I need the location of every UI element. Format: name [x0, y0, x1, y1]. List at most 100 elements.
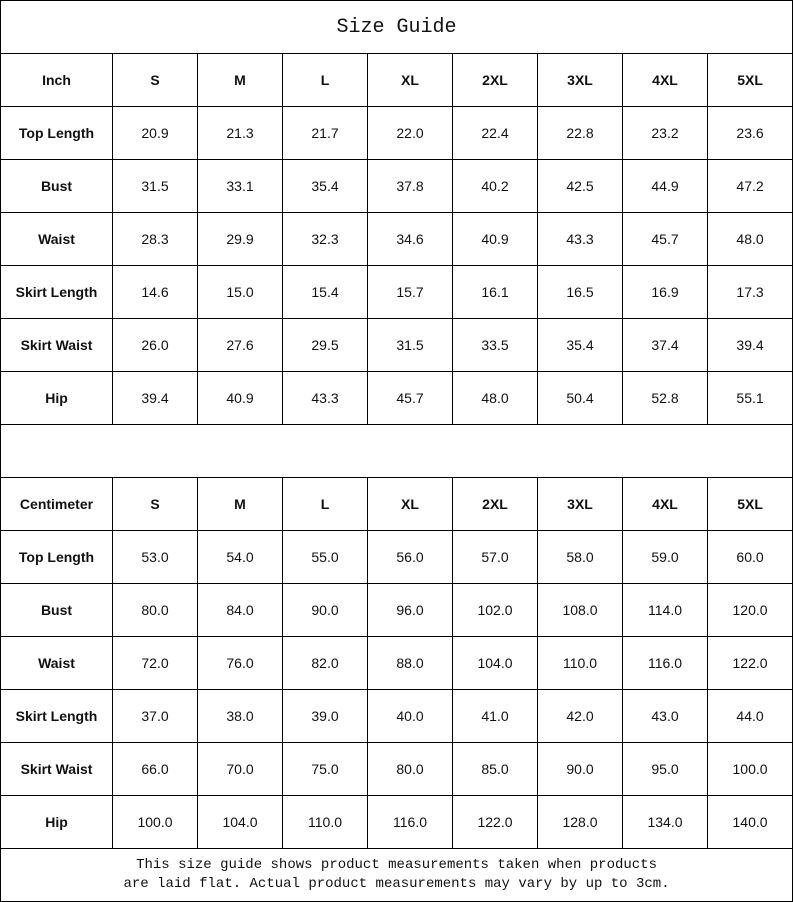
measurement-value: 40.9 [452, 212, 538, 266]
measurement-value: 76.0 [197, 636, 283, 690]
size-header: XL [367, 477, 453, 531]
table-row: Waist 72.0 76.0 82.0 88.0 104.0 110.0 116.0 122.… [0, 636, 794, 690]
measurement-value: 48.0 [452, 371, 538, 425]
measurement-value: 116.0 [367, 795, 453, 849]
measurement-value: 72.0 [112, 636, 198, 690]
measurement-value: 29.5 [282, 318, 368, 372]
measurement-value: 16.1 [452, 265, 538, 319]
measurement-value: 114.0 [622, 583, 708, 637]
measurement-value: 70.0 [197, 742, 283, 796]
measurement-value: 44.0 [706, 689, 794, 743]
measurement-value: 108.0 [537, 583, 623, 637]
measurement-value: 42.5 [537, 159, 623, 213]
size-header: M [197, 477, 283, 531]
measurement-label: Skirt Waist [0, 742, 113, 796]
size-header: S [112, 477, 198, 531]
measurement-value: 128.0 [537, 795, 623, 849]
size-header: 5XL [706, 53, 794, 107]
table-row: Top Length 20.9 21.3 21.7 22.0 22.4 22.8 23.2 23… [0, 106, 794, 160]
measurement-value: 102.0 [452, 583, 538, 637]
size-header: L [282, 477, 368, 531]
measurement-value: 90.0 [282, 583, 368, 637]
measurement-value: 90.0 [537, 742, 623, 796]
table-row: Skirt Waist 66.0 70.0 75.0 80.0 85.0 90.0 95.0 1… [0, 742, 794, 796]
measurement-value: 82.0 [282, 636, 368, 690]
measurement-value: 52.8 [622, 371, 708, 425]
table-row: Bust 31.5 33.1 35.4 37.8 40.2 42.5 44.9 47.2 [0, 159, 794, 213]
note-line-2: are laid flat. Actual product measuremen… [123, 876, 670, 892]
measurement-value: 20.9 [112, 106, 198, 160]
measurement-value: 14.6 [112, 265, 198, 319]
measurement-value: 104.0 [197, 795, 283, 849]
measurement-value: 35.4 [282, 159, 368, 213]
measurement-value: 55.0 [282, 530, 368, 584]
measurement-label: Bust [0, 583, 113, 637]
table-row: Top Length 53.0 54.0 55.0 56.0 57.0 58.0 59.0 60… [0, 530, 794, 584]
measurement-value: 38.0 [197, 689, 283, 743]
size-header: 5XL [706, 477, 794, 531]
size-header: 2XL [452, 477, 538, 531]
measurement-value: 39.4 [706, 318, 794, 372]
cm-header-row: Centimeter S M L XL 2XL 3XL 4XL 5XL [0, 477, 794, 531]
measurement-value: 41.0 [452, 689, 538, 743]
measurement-value: 45.7 [367, 371, 453, 425]
measurement-value: 31.5 [112, 159, 198, 213]
measurement-value: 21.7 [282, 106, 368, 160]
measurement-value: 43.0 [622, 689, 708, 743]
measurement-value: 43.3 [537, 212, 623, 266]
measurement-value: 16.9 [622, 265, 708, 319]
table-row: Skirt Length 14.6 15.0 15.4 15.7 16.1 16.5 16.9… [0, 265, 794, 319]
measurement-label: Top Length [0, 106, 113, 160]
measurement-value: 95.0 [622, 742, 708, 796]
measurement-value: 59.0 [622, 530, 708, 584]
size-header: 4XL [622, 53, 708, 107]
measurement-value: 88.0 [367, 636, 453, 690]
measurement-value: 56.0 [367, 530, 453, 584]
measurement-label: Hip [0, 371, 113, 425]
measurement-value: 43.3 [282, 371, 368, 425]
unit-label: Inch [0, 53, 113, 107]
size-header: L [282, 53, 368, 107]
measurement-value: 134.0 [622, 795, 708, 849]
measurement-value: 80.0 [112, 583, 198, 637]
measurement-value: 21.3 [197, 106, 283, 160]
inch-header-row: Inch S M L XL 2XL 3XL 4XL 5XL [0, 53, 794, 107]
measurement-value: 120.0 [706, 583, 794, 637]
size-header: 3XL [537, 477, 623, 531]
measurement-value: 37.0 [112, 689, 198, 743]
measurement-value: 44.9 [622, 159, 708, 213]
measurement-value: 16.5 [537, 265, 623, 319]
measurement-label: Skirt Length [0, 265, 113, 319]
table-row: Bust 80.0 84.0 90.0 96.0 102.0 108.0 114.0 120.0 [0, 583, 794, 637]
table-row: Skirt Waist 26.0 27.6 29.5 31.5 33.5 35.4 37.4 3… [0, 318, 794, 372]
measurement-value: 17.3 [706, 265, 794, 319]
measurement-value: 85.0 [452, 742, 538, 796]
size-header: M [197, 53, 283, 107]
size-header: 3XL [537, 53, 623, 107]
note-line-1: This size guide shows product measuremen… [136, 857, 657, 873]
unit-label: Centimeter [0, 477, 113, 531]
measurement-value: 140.0 [706, 795, 794, 849]
measurement-value: 15.4 [282, 265, 368, 319]
spacer-row [0, 424, 794, 478]
measurement-value: 110.0 [537, 636, 623, 690]
table-row: Waist 28.3 29.9 32.3 34.6 40.9 43.3 45.7 48.0 [0, 212, 794, 266]
measurement-label: Skirt Waist [0, 318, 113, 372]
measurement-value: 96.0 [367, 583, 453, 637]
measurement-value: 37.4 [622, 318, 708, 372]
measurement-value: 116.0 [622, 636, 708, 690]
measurement-label: Hip [0, 795, 113, 849]
measurement-value: 110.0 [282, 795, 368, 849]
measurement-value: 66.0 [112, 742, 198, 796]
measurement-value: 55.1 [706, 371, 794, 425]
measurement-value: 40.9 [197, 371, 283, 425]
measurement-value: 54.0 [197, 530, 283, 584]
measurement-label: Bust [0, 159, 113, 213]
measurement-value: 33.1 [197, 159, 283, 213]
measurement-value: 60.0 [706, 530, 794, 584]
measurement-value: 47.2 [706, 159, 794, 213]
measurement-value: 84.0 [197, 583, 283, 637]
measurement-value: 57.0 [452, 530, 538, 584]
measurement-label: Waist [0, 636, 113, 690]
